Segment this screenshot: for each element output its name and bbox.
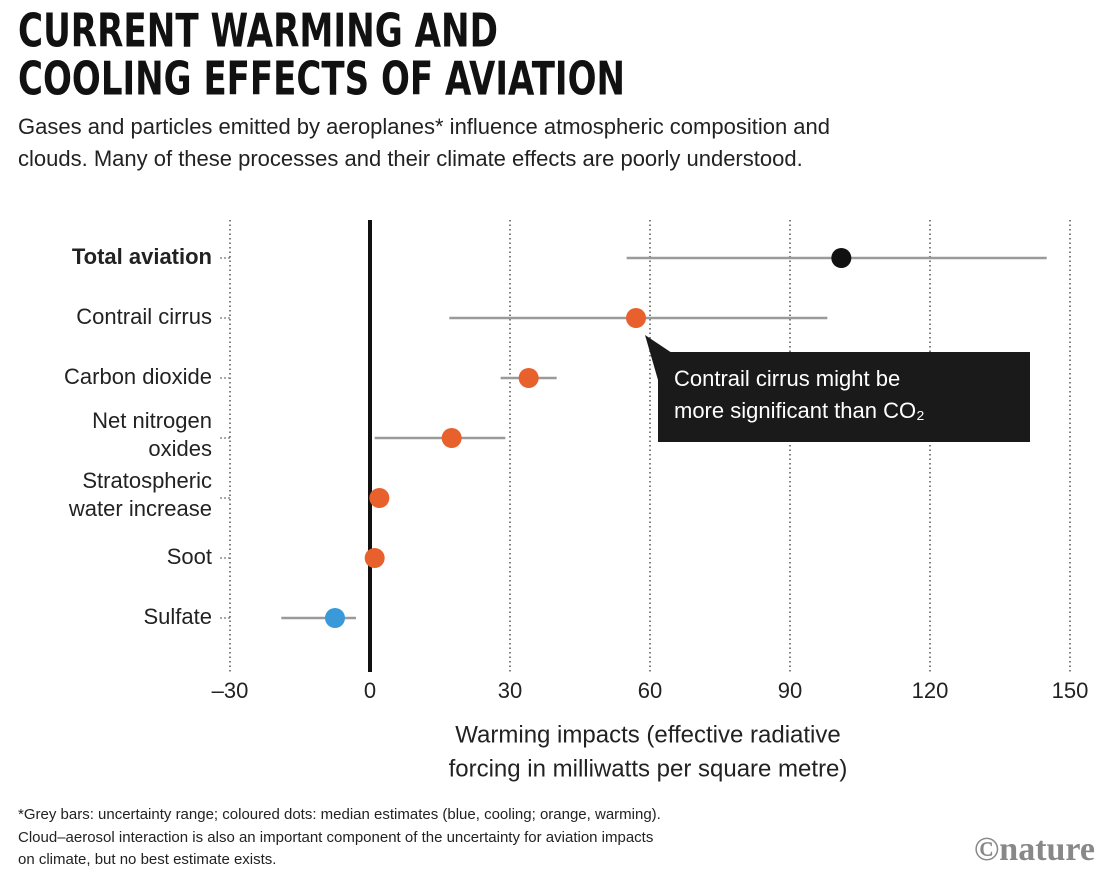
category-label: Contrail cirrus (76, 304, 212, 329)
median-dot (518, 368, 539, 388)
x-tick-label: 150 (1052, 678, 1089, 703)
category-label: water increase (68, 496, 212, 521)
x-axis-label: Warming impacts (effective radiative (455, 721, 840, 748)
median-dot (364, 548, 385, 568)
category-label: oxides (148, 436, 212, 461)
source-logo: ©nature (974, 831, 1095, 868)
footnote: Cloud–aerosol interaction is also an imp… (18, 829, 653, 846)
subtitle: clouds. Many of these processes and thei… (18, 146, 803, 171)
x-tick-label: 0 (364, 678, 376, 703)
category-label: Soot (167, 544, 212, 569)
x-tick-label: 90 (778, 678, 802, 703)
footnote: on climate, but no best estimate exists. (18, 851, 276, 868)
median-dot (325, 608, 345, 628)
median-dot (831, 248, 852, 268)
x-axis-label: forcing in milliwatts per square metre) (449, 755, 848, 782)
x-tick-label: 120 (912, 678, 949, 703)
annotation-box (658, 352, 1030, 442)
annotation-text: Contrail cirrus might be (674, 366, 900, 391)
median-dot (441, 428, 462, 448)
annotation-text: more significant than CO₂ (674, 398, 925, 423)
x-tick-label: –30 (212, 678, 249, 703)
category-label: Stratospheric (82, 468, 212, 493)
category-label: Total aviation (72, 244, 212, 269)
category-label: Net nitrogen (92, 408, 212, 433)
x-tick-label: 60 (638, 678, 662, 703)
category-label: Carbon dioxide (64, 364, 212, 389)
category-label: Sulfate (144, 604, 213, 629)
median-dot (626, 308, 646, 328)
median-dot (369, 488, 390, 508)
footnote: *Grey bars: uncertainty range; coloured … (18, 806, 661, 823)
chart-title: CURRENT WARMING AND (18, 4, 498, 58)
chart-title: COOLING EFFECTS OF AVIATION (18, 52, 625, 106)
subtitle: Gases and particles emitted by aeroplane… (18, 114, 830, 139)
x-tick-label: 30 (498, 678, 522, 703)
